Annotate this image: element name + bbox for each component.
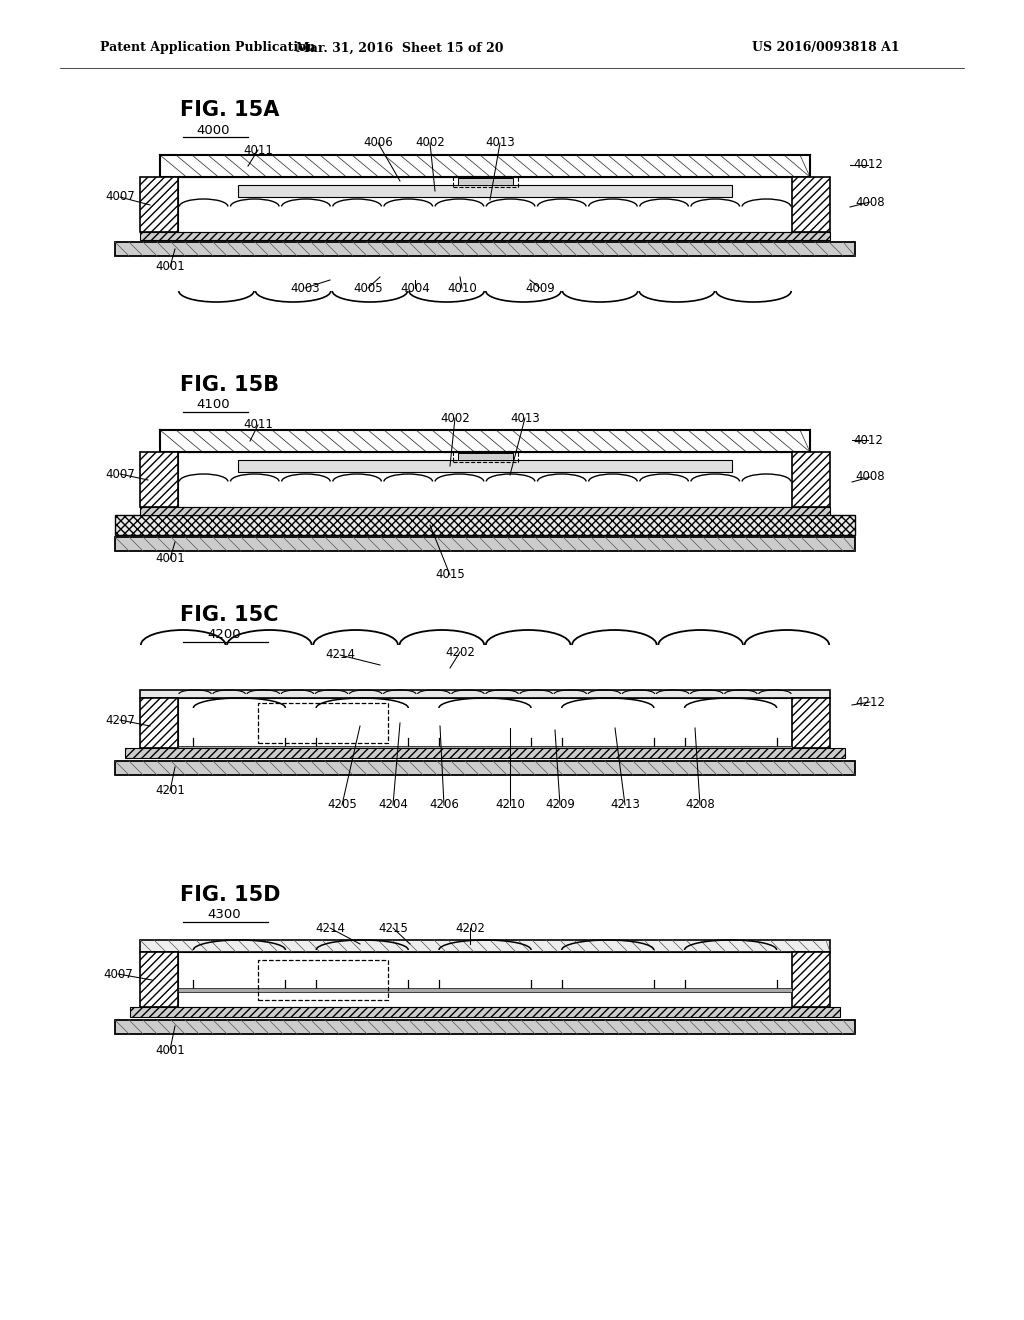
- Text: 4011: 4011: [243, 144, 273, 157]
- Text: 4300: 4300: [207, 908, 241, 921]
- Bar: [140, 698, 178, 748]
- Bar: [115, 762, 855, 775]
- Text: 4207: 4207: [105, 714, 135, 726]
- Text: 4206: 4206: [429, 799, 459, 812]
- Text: 4200: 4200: [207, 628, 241, 642]
- Text: 4004: 4004: [400, 281, 430, 294]
- Bar: [238, 459, 732, 473]
- Text: 4205: 4205: [327, 799, 357, 812]
- Bar: [453, 451, 517, 462]
- Bar: [140, 690, 830, 698]
- Text: 4000: 4000: [197, 124, 229, 136]
- Text: FIG. 15D: FIG. 15D: [180, 884, 281, 906]
- Bar: [115, 1020, 855, 1034]
- Bar: [160, 154, 810, 177]
- Text: US 2016/0093818 A1: US 2016/0093818 A1: [753, 41, 900, 54]
- Bar: [140, 507, 830, 515]
- Bar: [178, 232, 792, 238]
- Bar: [115, 515, 855, 535]
- Text: 4209: 4209: [545, 799, 574, 812]
- Bar: [178, 698, 792, 748]
- Text: 4011: 4011: [243, 418, 273, 432]
- Text: 4003: 4003: [290, 281, 319, 294]
- Text: 4005: 4005: [353, 281, 383, 294]
- Bar: [258, 960, 388, 1001]
- Bar: [160, 430, 810, 451]
- Text: FIG. 15C: FIG. 15C: [180, 605, 279, 624]
- Text: 4008: 4008: [855, 470, 885, 483]
- Text: 4006: 4006: [364, 136, 393, 149]
- Text: 4013: 4013: [510, 412, 540, 425]
- Bar: [792, 952, 830, 1007]
- Bar: [130, 1007, 840, 1016]
- Text: 4213: 4213: [610, 799, 640, 812]
- Text: 4012: 4012: [853, 433, 883, 446]
- Bar: [178, 952, 792, 1007]
- Text: 4208: 4208: [685, 799, 715, 812]
- Text: 4202: 4202: [455, 921, 485, 935]
- Text: 4001: 4001: [155, 553, 185, 565]
- Text: 4214: 4214: [315, 921, 345, 935]
- Text: Mar. 31, 2016  Sheet 15 of 20: Mar. 31, 2016 Sheet 15 of 20: [296, 41, 504, 54]
- Text: FIG. 15B: FIG. 15B: [180, 375, 280, 395]
- Bar: [178, 177, 792, 232]
- Bar: [125, 748, 845, 758]
- Bar: [140, 952, 178, 1007]
- Text: Patent Application Publication: Patent Application Publication: [100, 41, 315, 54]
- Text: 4210: 4210: [495, 799, 525, 812]
- Text: 4215: 4215: [378, 921, 408, 935]
- Text: 4001: 4001: [155, 1044, 185, 1056]
- Bar: [453, 176, 517, 187]
- Text: 4002: 4002: [440, 412, 470, 425]
- Text: 4002: 4002: [415, 136, 444, 149]
- Text: 4212: 4212: [855, 696, 885, 709]
- Text: 4008: 4008: [855, 195, 885, 209]
- Bar: [178, 451, 792, 507]
- Text: 4012: 4012: [853, 158, 883, 172]
- Text: 4100: 4100: [197, 399, 229, 412]
- Text: 4007: 4007: [103, 968, 133, 981]
- Bar: [792, 698, 830, 748]
- Bar: [178, 987, 792, 993]
- Text: 4013: 4013: [485, 136, 515, 149]
- Bar: [140, 177, 178, 232]
- Text: 4201: 4201: [155, 784, 185, 797]
- Text: 4010: 4010: [447, 281, 477, 294]
- Bar: [140, 232, 830, 240]
- Text: 4009: 4009: [525, 281, 555, 294]
- Bar: [238, 185, 732, 197]
- Bar: [178, 507, 792, 512]
- Bar: [115, 537, 855, 550]
- Bar: [458, 453, 512, 459]
- Text: 4214: 4214: [325, 648, 355, 661]
- Bar: [792, 451, 830, 507]
- Bar: [115, 242, 855, 256]
- Bar: [792, 177, 830, 232]
- Bar: [258, 704, 388, 743]
- Bar: [458, 178, 512, 185]
- Text: 4007: 4007: [105, 467, 135, 480]
- Text: 4015: 4015: [435, 569, 465, 582]
- Text: 4007: 4007: [105, 190, 135, 203]
- Text: 4202: 4202: [445, 645, 475, 659]
- Bar: [140, 940, 830, 952]
- Text: 4204: 4204: [378, 799, 408, 812]
- Text: 4001: 4001: [155, 260, 185, 273]
- Text: FIG. 15A: FIG. 15A: [180, 100, 280, 120]
- Bar: [140, 451, 178, 507]
- Bar: [178, 746, 792, 750]
